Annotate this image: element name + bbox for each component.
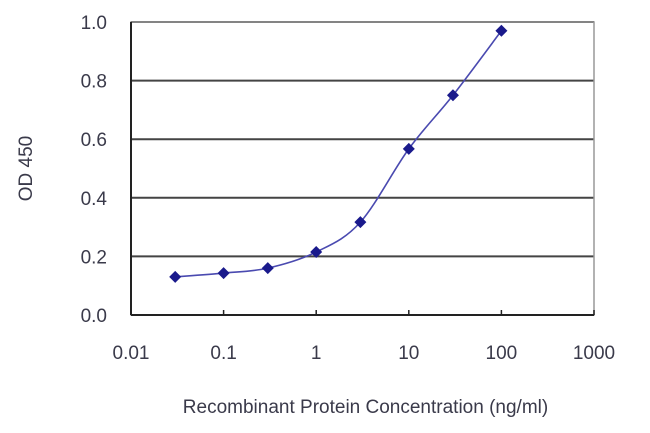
data-point-marker bbox=[217, 267, 230, 280]
data-point-marker bbox=[354, 216, 367, 229]
y-axis-label: OD 450 bbox=[16, 136, 37, 201]
y-tick-label: 0.2 bbox=[81, 247, 107, 268]
data-point-marker bbox=[446, 89, 459, 102]
x-tick-label: 0.1 bbox=[210, 343, 236, 364]
data-point-marker bbox=[310, 246, 323, 259]
y-tick-label: 0.6 bbox=[81, 130, 107, 151]
x-tick-label: 1 bbox=[311, 343, 322, 364]
x-tick-label: 100 bbox=[486, 343, 518, 364]
plot-frame bbox=[130, 21, 595, 316]
x-tick-label: 0.01 bbox=[113, 343, 150, 364]
data-point-marker bbox=[495, 24, 508, 37]
data-point-marker bbox=[261, 262, 274, 275]
x-tick-label: 10 bbox=[398, 343, 419, 364]
data-point-marker bbox=[169, 270, 182, 283]
y-tick-label: 0.4 bbox=[81, 189, 108, 210]
y-tick-label: 1.0 bbox=[81, 13, 107, 34]
x-tick-label: 1000 bbox=[573, 343, 615, 364]
y-tick-label: 0.0 bbox=[81, 306, 107, 327]
x-axis-label: Recombinant Protein Concentration (ng/ml… bbox=[183, 397, 548, 418]
data-point-marker bbox=[402, 142, 415, 155]
y-tick-label: 0.8 bbox=[81, 72, 107, 93]
series-line bbox=[175, 30, 503, 278]
